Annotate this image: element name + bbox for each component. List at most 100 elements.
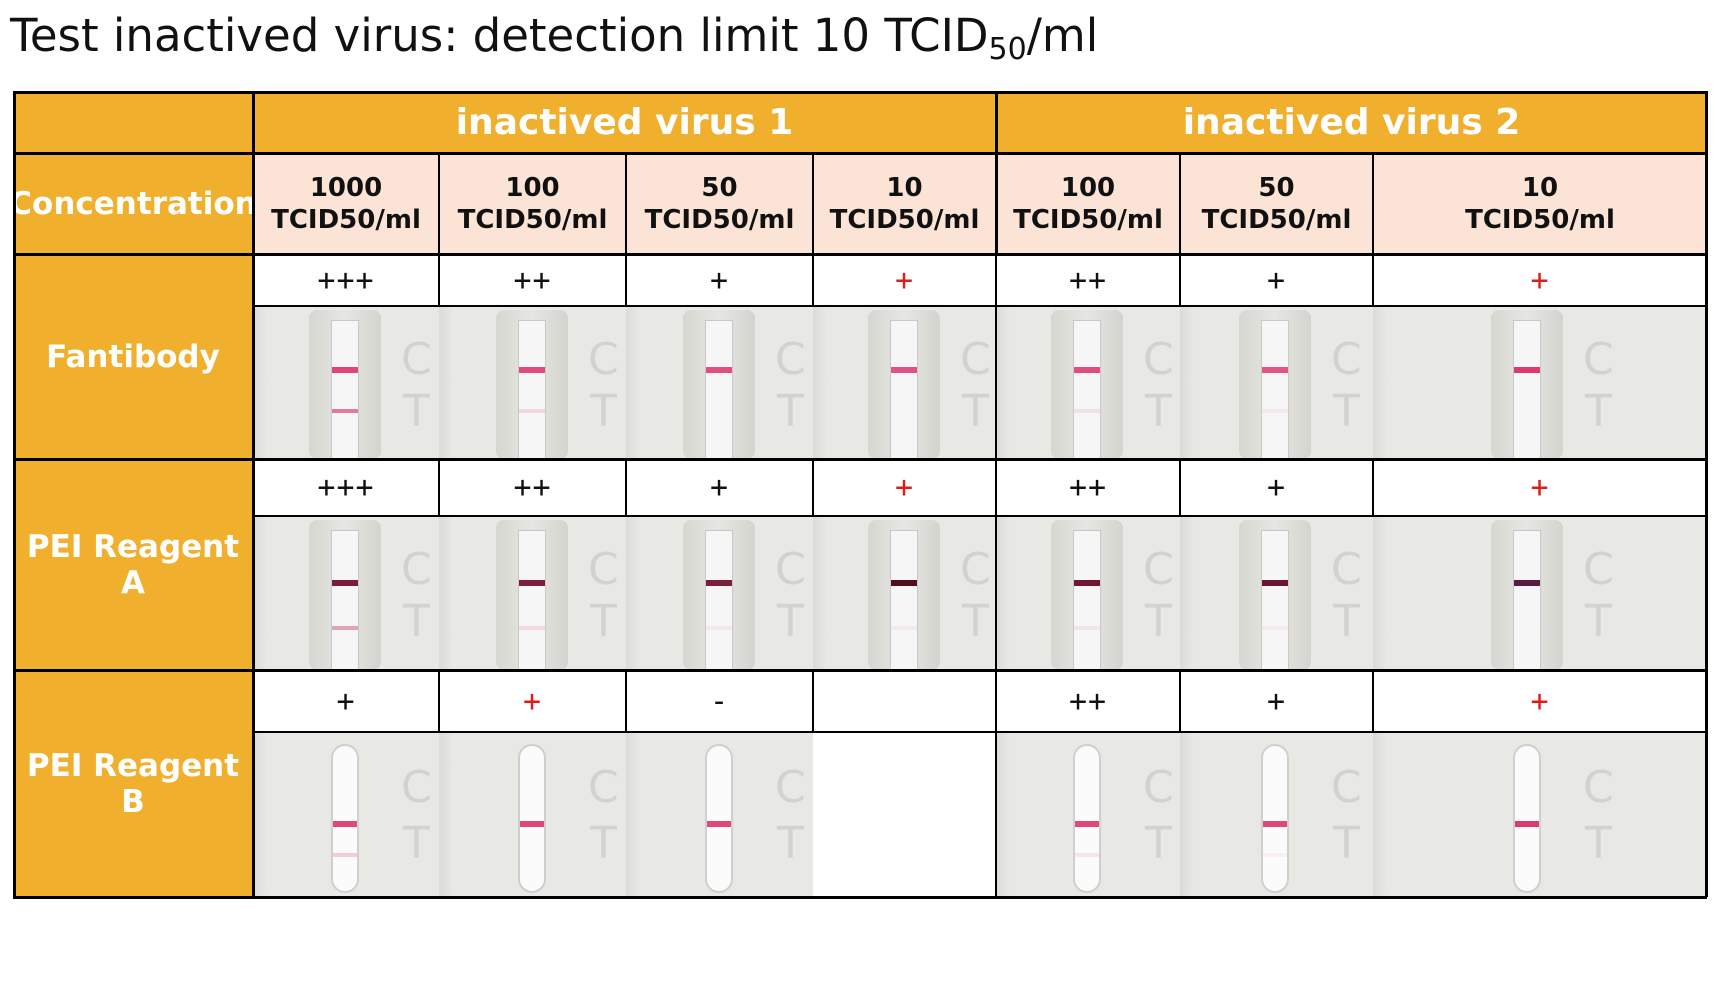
test-strip [705,530,733,670]
result-value: + [522,683,543,719]
grid-line [811,254,815,306]
control-line [1514,367,1540,373]
strip-letter-t: T [1333,386,1360,437]
result-value: ++ [1068,683,1108,719]
result-cell: +++ [253,254,439,306]
strip-letter-c: C [960,334,991,385]
strip-letter-t: T [777,386,804,437]
test-strip-photo [813,732,996,897]
strip-letter-t: T [590,596,617,647]
test-line [706,626,732,630]
strip-letter-c: C [588,334,619,385]
result-value: - [709,683,730,719]
control-line [519,580,545,586]
test-line [519,409,545,413]
result-value: + [709,470,730,505]
title-main: Test inactived virus: detection limit 10… [10,9,989,62]
strip-letter-t: T [1585,596,1612,647]
result-cell: + [1180,254,1373,306]
test-strip [518,744,546,893]
photo-edge-shadow [439,306,453,459]
concentration-header: 50 TCID50/ml [1180,153,1373,254]
strip-letter-c: C [1583,334,1614,385]
control-line [1075,821,1099,827]
group-header-label: inactived virus 1 [455,101,794,143]
photo-edge-shadow [813,306,827,459]
photo-edge-shadow [253,306,267,459]
concentration-value: 10 [886,172,923,203]
test-strip [1513,744,1541,893]
photo-edge-shadow [996,732,1010,897]
concentration-unit: TCID50/ml [1465,204,1615,235]
result-cell: + [1180,670,1373,732]
result-cell: + [439,670,626,732]
result-value: +++ [317,470,375,505]
photo-edge-shadow [439,732,453,897]
strip-letter-t: T [590,818,617,869]
result-cell: + [253,670,439,732]
test-strip [1513,320,1541,459]
row-label: PEI Reagent A [13,459,253,670]
concentration-value: 1000 [309,172,383,203]
photo-edge-shadow [1180,516,1194,670]
photo-edge-shadow [626,306,640,459]
grid-line [1371,459,1375,516]
test-strip [1073,744,1101,893]
grid-line [13,895,1707,899]
concentration-label-text: Concentration [9,185,257,222]
photo-edge-shadow [1373,516,1387,670]
result-cell: ++ [996,670,1180,732]
grid-line [437,670,441,732]
result-cell: ++ [439,254,626,306]
group-header: inactived virus 2 [996,91,1707,153]
photo-edge-shadow [996,516,1010,670]
control-line [1263,821,1287,827]
result-value: +++ [317,262,375,298]
strip-letter-c: C [775,762,806,813]
grid-line [437,153,441,254]
strip-letter-c: C [1143,544,1174,595]
control-line [519,367,545,373]
strip-letter-t: T [403,818,430,869]
test-line [519,626,545,630]
test-strip [705,320,733,459]
grid-line [1371,153,1375,254]
control-line [332,367,358,373]
grid-line [994,153,998,254]
grid-line [253,730,1707,734]
control-line [1074,367,1100,373]
concentration-unit: TCID50/ml [1013,204,1163,235]
result-value: + [1266,262,1287,298]
test-line [333,853,357,857]
test-strip [331,744,359,893]
result-value: + [1530,262,1550,298]
result-value: + [1266,683,1287,719]
result-value: ++ [1068,470,1108,505]
grid-line [1178,153,1182,254]
title-subscript: 50 [988,32,1027,67]
test-line [1074,626,1100,630]
test-strip [1261,530,1289,670]
test-line [332,409,358,413]
strip-letter-t: T [590,386,617,437]
grid-line [13,457,1707,461]
result-cell [813,670,996,732]
control-line [1262,580,1288,586]
strip-letter-t: T [962,596,989,647]
result-cell: ++ [996,254,1180,306]
grid-line [1178,670,1182,732]
test-strip [705,744,733,893]
strip-letter-t: T [1333,596,1360,647]
result-value: + [336,683,356,719]
concentration-value: 50 [1258,172,1295,203]
page-title: Test inactived virus: detection limit 10… [10,6,1098,66]
